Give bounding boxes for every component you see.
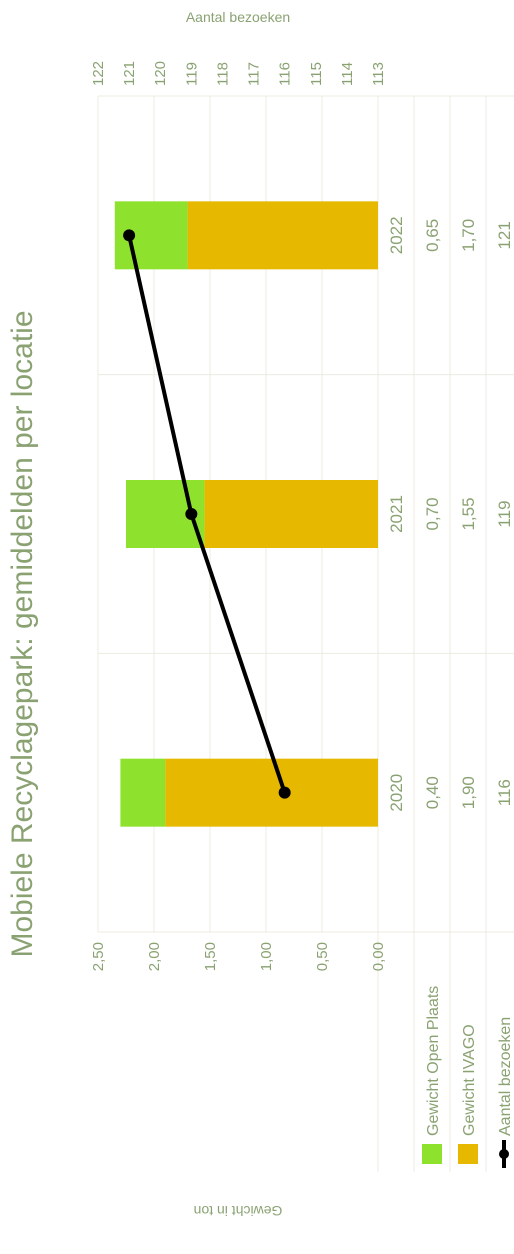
- table-value: 1,70: [459, 219, 478, 252]
- y-left-tick-label: 1,00: [258, 942, 275, 971]
- legend-label-2: Aantal bezoeken: [497, 1017, 514, 1136]
- bar-open-plaats-2020: [120, 759, 165, 827]
- y-right-tick-label: 121: [121, 61, 138, 86]
- table-value: 0,40: [423, 776, 442, 809]
- visits-point-2022: [123, 229, 135, 241]
- legend-key-marker: [499, 1149, 509, 1159]
- y-right-tick-labels: 113 114 115 116 117 118 119 120 121 122: [90, 61, 387, 86]
- bar-ivago-2021: [204, 480, 378, 548]
- bar-ivago-2022: [188, 201, 378, 269]
- chart-title: Mobiele Recyclagepark: gemiddelden per l…: [6, 310, 39, 957]
- legend-key-1: [458, 1144, 478, 1164]
- table-value: 1,90: [459, 776, 478, 809]
- y-right-tick-label: 117: [246, 62, 263, 86]
- y-left-tick-label: 0,50: [314, 942, 331, 971]
- y-right-tick-label: 118: [214, 62, 231, 86]
- y-right-tick-label: 116: [277, 62, 294, 86]
- y-left-tick-label: 1,50: [202, 942, 219, 971]
- legend-label-1: Gewicht IVAGO: [461, 1024, 478, 1136]
- table-value: 121: [495, 221, 514, 249]
- table-value: 119: [495, 500, 514, 527]
- table-value: 0,70: [423, 497, 442, 530]
- table-value: 1,55: [459, 497, 478, 530]
- y-right-tick-label: 119: [183, 62, 200, 86]
- table-value: 116: [495, 779, 514, 806]
- y-left-axis-label: Gewicht in ton: [194, 1203, 283, 1219]
- legend-label-0: Gewicht Open Plaats: [425, 986, 442, 1136]
- y-right-tick-label: 120: [152, 61, 169, 86]
- y-left-tick-label: 2,50: [90, 942, 107, 971]
- bar-ivago-2020: [165, 759, 378, 827]
- y-right-axis-label: Aantal bezoeken: [186, 9, 290, 25]
- y-left-tick-label: 2,00: [146, 942, 163, 971]
- table-category-2020: 2020: [387, 774, 406, 812]
- y-left-tick-label: 0,00: [370, 942, 387, 971]
- y-right-tick-label: 122: [90, 61, 107, 86]
- y-right-tick-label: 113: [370, 62, 387, 86]
- table-value: 0,65: [423, 219, 442, 252]
- y-right-tick-label: 114: [339, 62, 356, 86]
- y-left-tick-labels: 0,00 0,50 1,00 1,50 2,00 2,50: [90, 942, 387, 971]
- visits-point-2020: [279, 787, 291, 799]
- table-category-2021: 2021: [387, 495, 406, 533]
- table-category-2022: 2022: [387, 216, 406, 254]
- legend-key-0: [422, 1144, 442, 1164]
- visits-point-2021: [185, 508, 197, 520]
- y-right-tick-label: 115: [308, 62, 325, 86]
